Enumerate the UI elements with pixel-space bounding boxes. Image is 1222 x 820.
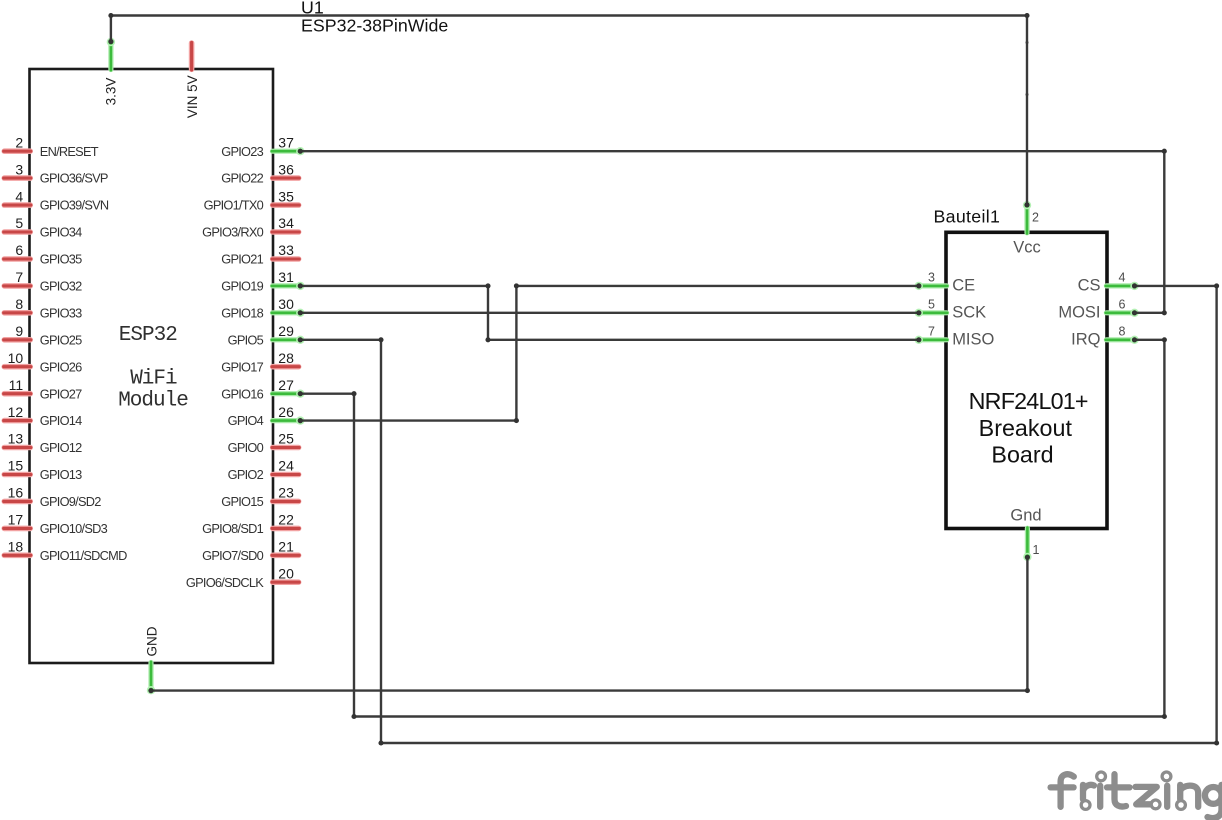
svg-text:CE: CE <box>952 277 975 295</box>
svg-text:15: 15 <box>8 458 24 474</box>
svg-text:GPIO4: GPIO4 <box>228 413 264 428</box>
svg-text:8: 8 <box>1119 324 1126 338</box>
svg-text:33: 33 <box>278 242 294 258</box>
svg-text:9: 9 <box>15 323 23 339</box>
svg-text:GPIO23: GPIO23 <box>221 144 263 159</box>
svg-text:GPIO34: GPIO34 <box>40 225 82 240</box>
svg-text:GPIO8/SD1: GPIO8/SD1 <box>202 521 263 536</box>
svg-text:GPIO14: GPIO14 <box>40 413 82 428</box>
svg-text:6: 6 <box>1119 297 1126 311</box>
svg-text:21: 21 <box>278 539 294 555</box>
svg-text:7: 7 <box>928 324 935 338</box>
svg-text:GPIO25: GPIO25 <box>40 332 82 347</box>
svg-text:GPIO32: GPIO32 <box>40 279 82 294</box>
svg-text:VIN 5V: VIN 5V <box>185 75 200 118</box>
svg-text:GPIO12: GPIO12 <box>40 440 82 455</box>
svg-text:5: 5 <box>15 215 23 231</box>
svg-text:16: 16 <box>8 485 24 501</box>
svg-text:GPIO5: GPIO5 <box>228 332 264 347</box>
svg-text:GPIO39/SVN: GPIO39/SVN <box>40 198 109 213</box>
svg-text:GPIO26: GPIO26 <box>40 359 82 374</box>
svg-text:25: 25 <box>278 431 294 447</box>
svg-text:GPIO13: GPIO13 <box>40 467 82 482</box>
svg-text:35: 35 <box>278 188 294 204</box>
svg-text:GPIO6/SDCLK: GPIO6/SDCLK <box>186 575 264 590</box>
svg-text:GPIO3/RX0: GPIO3/RX0 <box>202 225 263 240</box>
svg-text:GPIO19: GPIO19 <box>221 279 263 294</box>
svg-text:29: 29 <box>278 323 294 339</box>
svg-text:24: 24 <box>278 458 294 474</box>
svg-text:2: 2 <box>15 134 23 150</box>
svg-text:37: 37 <box>278 134 294 150</box>
svg-text:Module: Module <box>118 390 188 413</box>
svg-text:GPIO1/TX0: GPIO1/TX0 <box>204 198 264 213</box>
svg-text:ESP32: ESP32 <box>119 324 177 347</box>
svg-text:3: 3 <box>928 270 935 284</box>
svg-text:GPIO7/SD0: GPIO7/SD0 <box>202 548 263 563</box>
svg-text:12: 12 <box>8 404 24 420</box>
svg-text:30: 30 <box>278 296 294 312</box>
svg-text:U1: U1 <box>301 0 324 17</box>
svg-text:GPIO27: GPIO27 <box>40 386 82 401</box>
svg-text:27: 27 <box>278 377 294 393</box>
svg-text:5: 5 <box>928 297 935 311</box>
svg-text:Board: Board <box>991 441 1053 467</box>
svg-text:SCK: SCK <box>952 304 986 322</box>
svg-text:22: 22 <box>278 512 294 528</box>
svg-text:GPIO2: GPIO2 <box>228 467 264 482</box>
svg-text:GPIO0: GPIO0 <box>228 440 264 455</box>
svg-text:NRF24L01+: NRF24L01+ <box>969 388 1088 414</box>
svg-text:4: 4 <box>15 188 23 204</box>
svg-text:18: 18 <box>8 539 24 555</box>
svg-text:GND: GND <box>145 626 160 656</box>
svg-text:31: 31 <box>278 269 294 285</box>
svg-text:MOSI: MOSI <box>1058 304 1100 322</box>
svg-text:36: 36 <box>278 161 294 177</box>
svg-text:EN/RESET: EN/RESET <box>40 144 99 159</box>
svg-text:3.3V: 3.3V <box>104 78 119 106</box>
svg-text:8: 8 <box>15 296 23 312</box>
svg-text:WiFi: WiFi <box>130 368 177 391</box>
svg-text:IRQ: IRQ <box>1071 330 1101 348</box>
svg-text:GPIO15: GPIO15 <box>221 494 263 509</box>
svg-text:3: 3 <box>15 161 23 177</box>
svg-text:GPIO18: GPIO18 <box>221 305 263 320</box>
svg-text:23: 23 <box>278 485 294 501</box>
svg-text:GPIO22: GPIO22 <box>221 171 263 186</box>
svg-text:Breakout: Breakout <box>979 415 1073 441</box>
svg-text:Vcc: Vcc <box>1013 239 1041 257</box>
svg-text:ESP32-38PinWide: ESP32-38PinWide <box>301 16 448 36</box>
svg-text:CS: CS <box>1078 277 1101 295</box>
svg-text:28: 28 <box>278 350 294 366</box>
svg-text:GPIO16: GPIO16 <box>221 386 263 401</box>
svg-text:17: 17 <box>8 512 24 528</box>
svg-text:GPIO36/SVP: GPIO36/SVP <box>40 171 108 186</box>
svg-text:13: 13 <box>8 431 24 447</box>
svg-text:GPIO10/SD3: GPIO10/SD3 <box>40 521 108 536</box>
svg-text:GPIO11/SDCMD: GPIO11/SDCMD <box>40 548 127 563</box>
svg-text:Bauteil1: Bauteil1 <box>934 206 1001 226</box>
svg-text:7: 7 <box>15 269 23 285</box>
svg-text:4: 4 <box>1119 270 1126 284</box>
svg-text:10: 10 <box>8 350 24 366</box>
svg-text:MISO: MISO <box>952 330 994 348</box>
svg-text:26: 26 <box>278 404 294 420</box>
svg-text:34: 34 <box>278 215 294 231</box>
svg-text:GPIO17: GPIO17 <box>221 359 263 374</box>
svg-text:Gnd: Gnd <box>1010 507 1041 525</box>
svg-text:1: 1 <box>1033 543 1040 557</box>
svg-text:GPIO9/SD2: GPIO9/SD2 <box>40 494 101 509</box>
svg-text:2: 2 <box>1032 211 1039 225</box>
svg-text:11: 11 <box>9 377 24 393</box>
svg-text:GPIO21: GPIO21 <box>221 252 263 267</box>
svg-text:GPIO35: GPIO35 <box>40 252 82 267</box>
svg-text:GPIO33: GPIO33 <box>40 305 82 320</box>
svg-text:6: 6 <box>15 242 23 258</box>
svg-text:20: 20 <box>278 565 294 581</box>
